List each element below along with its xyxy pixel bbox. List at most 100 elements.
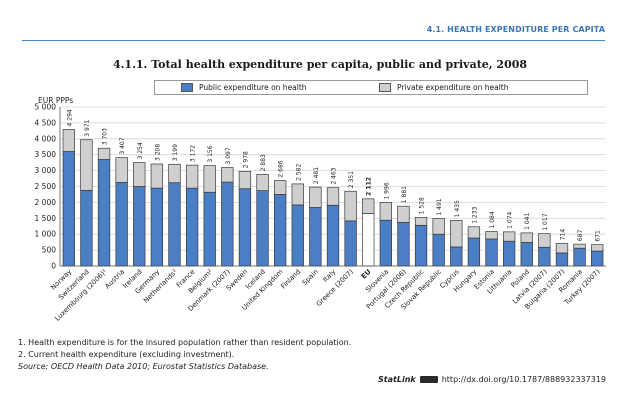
- bar-public-14: [309, 207, 322, 267]
- bar-private-7: [185, 164, 199, 189]
- bar-public-23: [467, 237, 481, 267]
- x-tick-label-14: Spain: [301, 268, 320, 287]
- legend-label-private: Private expenditure on health: [397, 83, 509, 92]
- bar-private-2: [97, 147, 111, 160]
- data-label-25: 1 074: [507, 211, 514, 228]
- y-axis-title: EUR PPPs: [38, 96, 73, 105]
- data-label-3: 3 407: [119, 137, 126, 154]
- bar-public-15: [326, 204, 340, 267]
- data-label-1: 3 971: [84, 119, 91, 136]
- y-tick-label: 3 500: [35, 150, 57, 159]
- bar-public-30: [591, 250, 604, 267]
- bar-public-10: [238, 188, 252, 267]
- y-tick-label: 1 500: [35, 214, 57, 223]
- bar-public-19: [397, 222, 410, 267]
- y-tick-label: 3 000: [35, 166, 57, 175]
- statlink-url[interactable]: http://dx.doi.org/10.1787/888932337319: [441, 375, 606, 384]
- y-tick-label: 4 000: [35, 134, 57, 143]
- bar-public-26: [520, 242, 533, 267]
- statlink-label: StatLink: [378, 375, 416, 384]
- bar-private-23: [467, 226, 481, 239]
- bar-public-7: [185, 187, 199, 267]
- bar-private-9: [221, 167, 234, 183]
- bar-private-16: [344, 190, 357, 222]
- statlink: StatLink http://dx.doi.org/10.1787/88893…: [378, 375, 606, 384]
- data-label-30: 671: [595, 230, 602, 242]
- bar-private-29: [573, 243, 586, 249]
- bar-private-6: [168, 163, 181, 184]
- x-tick-label-17: EU: [360, 268, 373, 281]
- bar-private-24: [485, 231, 498, 240]
- data-label-8: 3 156: [207, 145, 214, 162]
- bar-public-16: [344, 220, 357, 267]
- figure-notes: 1. Health expenditure is for the insured…: [18, 337, 351, 373]
- bar-public-2: [97, 159, 111, 267]
- data-label-14: 2 481: [313, 167, 320, 184]
- data-label-29: 687: [577, 230, 584, 242]
- data-label-5: 3 208: [154, 144, 161, 161]
- y-tick-label: 4 500: [35, 118, 57, 127]
- data-label-13: 2 582: [295, 164, 302, 181]
- data-label-28: 714: [559, 229, 566, 241]
- bar-public-21: [432, 233, 445, 267]
- bar-public-25: [502, 240, 516, 267]
- bar-private-18: [379, 202, 393, 221]
- statlink-logo-icon: [419, 376, 438, 383]
- bar-private-22: [450, 220, 463, 248]
- y-tick-label: 500: [42, 246, 57, 255]
- bar-public-20: [414, 224, 428, 267]
- bar-public-6: [168, 182, 181, 267]
- bar-private-5: [150, 163, 164, 189]
- data-label-6: 3 199: [172, 144, 179, 161]
- y-tick-label: 5 000: [35, 103, 57, 112]
- data-label-21: 1 491: [436, 198, 443, 215]
- bar-private-26: [520, 232, 533, 243]
- data-label-4: 3 254: [137, 142, 144, 159]
- y-tick-label: 2 000: [35, 198, 57, 207]
- bar-public-8: [203, 191, 216, 267]
- bar-private-15: [326, 187, 340, 206]
- bar-private-0: [62, 129, 75, 152]
- bar-private-21: [432, 218, 445, 235]
- data-label-22: 1 435: [454, 200, 461, 217]
- bar-public-1: [80, 189, 93, 267]
- data-label-11: 2 883: [260, 154, 267, 171]
- section-title: 4.1. HEALTH EXPENDITURE PER CAPITA: [426, 25, 605, 34]
- bar-private-14: [309, 186, 322, 208]
- data-label-10: 2 978: [242, 151, 249, 168]
- data-label-2: 3 703: [102, 128, 109, 145]
- bar-private-4: [133, 162, 146, 187]
- y-tick-label: 0: [51, 262, 56, 271]
- bar-public-24: [485, 238, 498, 267]
- bar-public-4: [133, 186, 146, 267]
- data-label-9: 3 097: [225, 147, 232, 164]
- bar-private-11: [256, 173, 269, 191]
- bar-public-5: [150, 187, 164, 267]
- data-label-27: 1 017: [542, 213, 549, 230]
- data-label-24: 1 084: [489, 211, 496, 228]
- y-tick-label: 1 000: [35, 230, 57, 239]
- legend-swatch-public: [181, 83, 193, 92]
- bar-public-22: [450, 246, 463, 267]
- bar-public-17: [362, 213, 375, 267]
- bar-public-27: [538, 246, 551, 267]
- legend-label-public: Public expenditure on health: [199, 83, 307, 92]
- bar-public-18: [379, 219, 393, 267]
- bar-public-0: [62, 151, 75, 267]
- bar-private-25: [502, 231, 516, 242]
- bar-private-28: [555, 242, 569, 254]
- source-note: Source: OECD Health Data 2010; Eurostat …: [18, 362, 269, 371]
- bar-private-19: [397, 205, 410, 223]
- data-label-16: 2 351: [348, 171, 355, 188]
- bar-private-3: [115, 157, 128, 183]
- data-label-26: 1 041: [524, 213, 531, 230]
- bar-public-13: [291, 204, 304, 267]
- bar-public-29: [573, 247, 586, 267]
- bar-private-27: [538, 233, 551, 248]
- bar-public-28: [555, 252, 569, 267]
- bar-private-10: [238, 170, 252, 190]
- data-label-12: 2 686: [278, 160, 285, 177]
- data-label-15: 2 463: [331, 167, 338, 184]
- figure-title: 4.1.1. Total health expenditure per capi…: [112, 58, 528, 71]
